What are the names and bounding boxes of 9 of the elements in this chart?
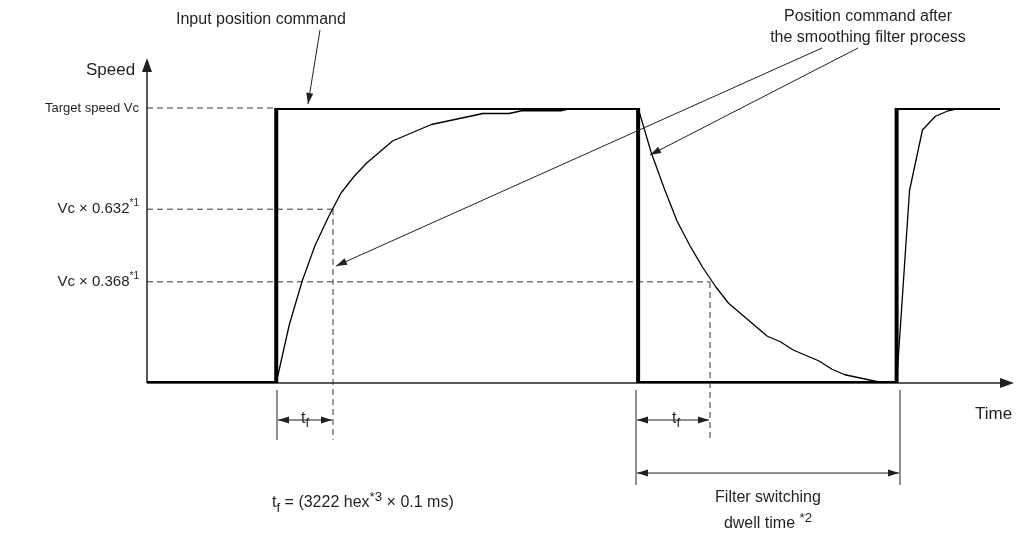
text: t$_{f}$ — [671, 408, 681, 433]
y-axis-title: Speed — [86, 59, 136, 80]
text: Input position command — [176, 9, 346, 29]
text: Position command after the smoothing filter process — [770, 6, 966, 47]
x-axis-title: Time — [975, 403, 1013, 424]
text: Filter switching dwell time $^{*2}$ — [715, 487, 821, 534]
text: t$_{f}$ — [300, 408, 310, 433]
text: t$_{f}$ = (3222 hex$^{*3}$ × 0.1 ms) — [272, 488, 454, 517]
ref-line-label: Target speed Vc — [45, 99, 140, 115]
